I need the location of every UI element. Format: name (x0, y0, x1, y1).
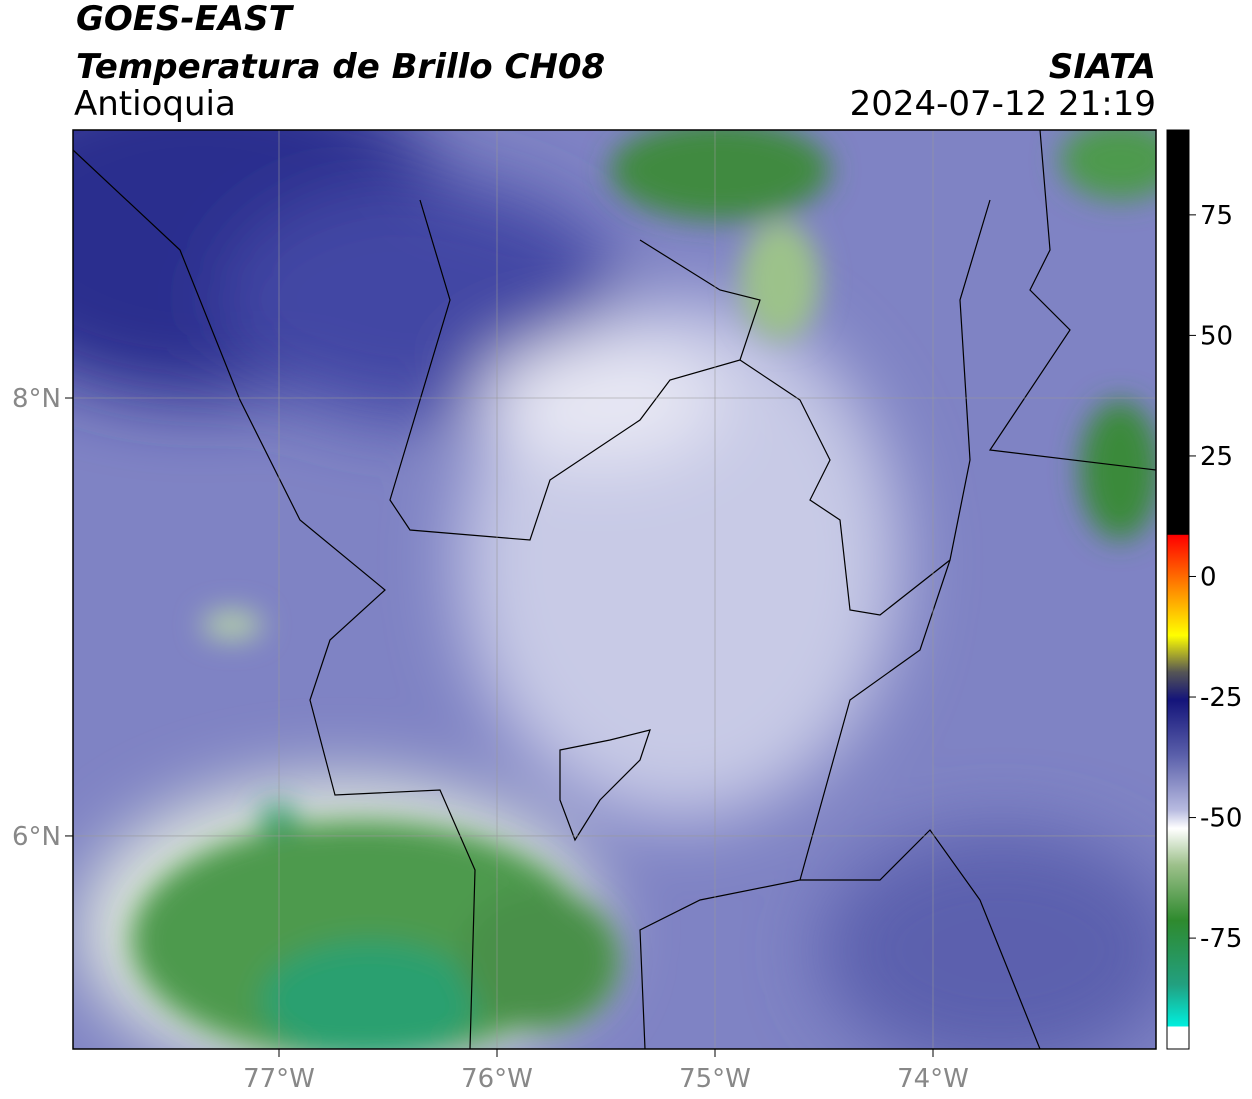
colorbar-tick-label: -75 (1200, 924, 1242, 954)
colorbar-tick-label: -25 (1200, 683, 1242, 713)
colorbar-tick-label: 25 (1200, 442, 1233, 472)
colorbar (1166, 129, 1190, 1050)
graticule (73, 130, 1156, 1049)
x-tick-label: 74°W (897, 1064, 969, 1094)
region: Antioquia (74, 84, 236, 124)
colorbar-tick-label: 50 (1200, 321, 1233, 351)
colorbar-tick-label: -50 (1200, 804, 1242, 834)
x-tick-label: 77°W (243, 1064, 315, 1094)
colorbar-tick-label: 75 (1200, 201, 1233, 231)
map-frame (72, 129, 1157, 1050)
y-tick-label: 8°N (12, 384, 61, 414)
map-raster (73, 130, 1156, 1049)
datetime: 2024-07-12 21:19 (850, 84, 1156, 124)
y-tick-label: 6°N (12, 822, 61, 852)
source: SIATA (1049, 47, 1156, 87)
title: GOES-EAST (76, 0, 295, 39)
x-tick-label: 76°W (461, 1064, 533, 1094)
x-tick-label: 75°W (679, 1064, 751, 1094)
colorbar-tick-label: 0 (1200, 562, 1217, 592)
header: GOES-EAST Temperatura de Brillo CH08 Ant… (74, 0, 1156, 124)
subtitle: Temperatura de Brillo CH08 (76, 47, 605, 87)
